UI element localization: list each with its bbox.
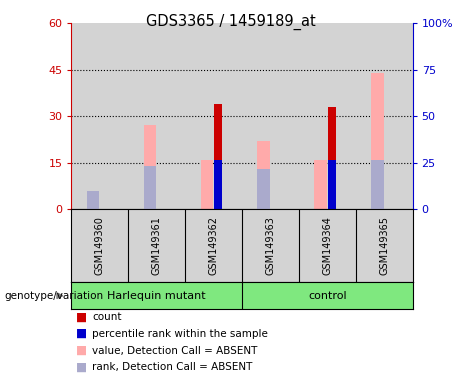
Bar (257, 141, 270, 209)
Bar (214, 160, 222, 209)
Bar (144, 166, 156, 209)
Bar (87, 191, 99, 209)
Bar (201, 160, 213, 209)
Bar (185, 23, 242, 209)
Bar (242, 23, 299, 209)
Bar (299, 23, 356, 209)
Text: GSM149361: GSM149361 (152, 216, 162, 275)
Text: GSM149365: GSM149365 (379, 216, 389, 275)
Bar (257, 169, 270, 209)
Bar (371, 160, 384, 209)
Bar (128, 23, 185, 209)
Text: GDS3365 / 1459189_at: GDS3365 / 1459189_at (146, 13, 315, 30)
Text: GSM149363: GSM149363 (266, 216, 276, 275)
Bar (356, 23, 413, 209)
Bar (214, 104, 222, 209)
Bar (87, 194, 99, 209)
Text: ■: ■ (76, 327, 87, 340)
Text: ■: ■ (76, 344, 87, 357)
Text: ■: ■ (76, 310, 87, 323)
Text: genotype/variation: genotype/variation (5, 291, 104, 301)
Text: ■: ■ (76, 361, 87, 374)
Text: GSM149362: GSM149362 (208, 216, 219, 275)
Text: control: control (308, 291, 347, 301)
Bar (328, 160, 336, 209)
Text: rank, Detection Call = ABSENT: rank, Detection Call = ABSENT (92, 362, 253, 372)
Bar (144, 126, 156, 209)
Text: percentile rank within the sample: percentile rank within the sample (92, 329, 268, 339)
Bar (328, 107, 336, 209)
Text: Harlequin mutant: Harlequin mutant (107, 291, 206, 301)
Text: value, Detection Call = ABSENT: value, Detection Call = ABSENT (92, 346, 258, 356)
Bar (371, 73, 384, 209)
Bar (314, 160, 327, 209)
Text: GSM149360: GSM149360 (95, 216, 105, 275)
Bar (71, 23, 128, 209)
Text: GSM149364: GSM149364 (322, 216, 332, 275)
Text: count: count (92, 312, 122, 322)
